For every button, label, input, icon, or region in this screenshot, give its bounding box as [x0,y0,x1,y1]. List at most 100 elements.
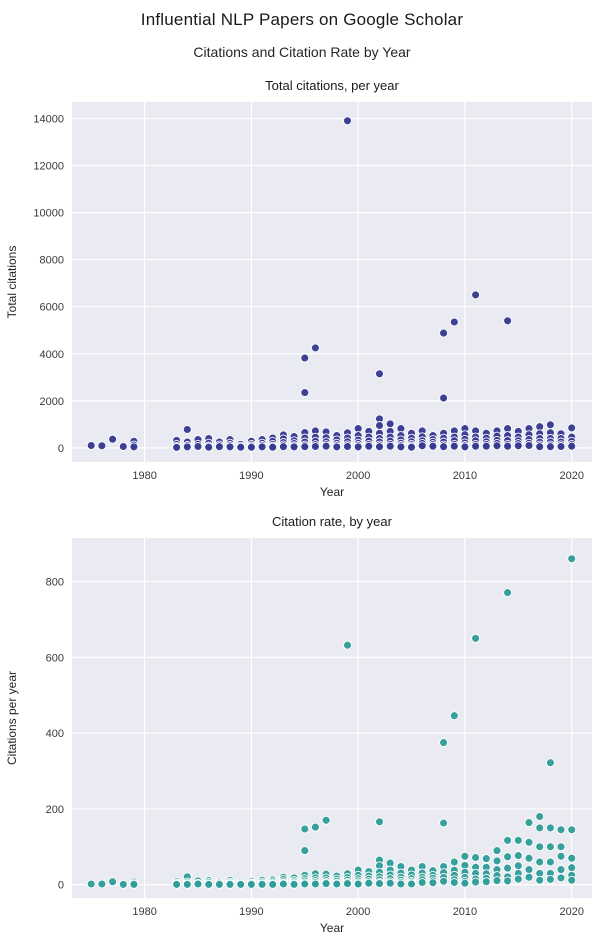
data-point [289,442,299,452]
data-point [417,878,427,887]
data-point [481,854,491,864]
data-point [471,290,481,300]
citation-rate-scatter-chart: 0 200 400 600 800 1980 1990 2000 2010 2020 Citatio… [5,514,592,935]
data-point [375,369,384,379]
data-point [396,442,406,452]
data-point [300,388,310,398]
x-tick-label: 1980 [132,470,156,482]
gridlines [72,102,592,462]
data-point [439,393,449,403]
data-point [481,441,491,451]
data-point [300,846,310,856]
chart-title: Total citations, per year [265,78,399,93]
data-point [567,423,577,433]
plot-area [72,102,592,462]
data-point [310,879,320,889]
data-point [332,879,342,889]
data-point [524,853,534,863]
data-point [492,846,502,856]
data-point [535,842,545,852]
data-point [535,875,545,885]
data-point [545,420,555,430]
data-point [97,879,107,889]
data-point [567,853,577,863]
data-point [225,879,235,889]
data-point [129,879,139,889]
data-point [364,441,374,451]
x-tick-label: 2010 [453,906,477,918]
data-point [289,879,299,889]
data-point [300,353,310,363]
data-point [321,815,331,825]
data-point [375,817,384,827]
data-point [214,879,224,889]
data-point [343,640,352,650]
x-tick-label: 2000 [346,906,370,918]
data-point [300,879,310,889]
data-point [535,823,545,833]
data-point [439,876,449,886]
data-point [460,878,470,888]
y-tick-label: 12000 [33,161,64,173]
data-point [503,316,513,326]
tick-labels: 0 200 400 600 800 1980 1990 2000 2010 2020 [46,577,584,918]
data-point [535,812,545,821]
x-axis-label: Year [320,921,344,935]
data-point [503,588,513,598]
data-point [193,442,203,451]
data-point [567,875,577,885]
data-point [375,421,384,430]
data-point [535,857,545,867]
chart-title: Citation rate, by year [272,514,393,529]
data-point [375,879,384,889]
data-point [503,835,513,845]
tick-labels: 0 2000 4000 6000 8000 10000 12000 14000 1980 1990… [33,113,584,482]
y-tick-label: 10000 [33,208,64,220]
data-point [428,441,438,451]
x-tick-label: 1990 [239,906,263,918]
data-point [503,863,513,873]
data-point [513,851,523,861]
data-point [214,442,224,452]
data-point [385,441,395,451]
data-point [182,879,192,889]
data-point [257,442,267,452]
data-point [268,442,278,452]
x-tick-label: 1990 [239,470,263,482]
gridlines [72,538,592,898]
data-point [492,856,502,866]
data-point [172,442,182,452]
data-point [204,879,214,889]
data-point [439,328,449,338]
data-point [556,825,566,835]
y-tick-label: 8000 [40,255,64,267]
data-point [310,442,320,451]
data-point [449,711,459,721]
data-point [321,441,331,451]
data-point [246,879,256,889]
data-point [567,554,577,564]
data-point [364,878,374,888]
plot-area [72,538,592,898]
y-tick-label: 2000 [40,396,64,408]
data-point [193,879,203,889]
data-point [471,633,481,643]
data-point [204,442,214,452]
data-point [129,442,139,452]
data-point [556,442,566,451]
data-point [172,879,182,889]
data-point [439,818,449,828]
data-point [353,879,363,889]
data-point [449,441,459,451]
data-point [556,851,566,861]
page-title: Influential NLP Papers on Google Scholar [140,10,464,29]
data-point [108,877,118,887]
data-point [321,879,331,889]
data-point [310,822,320,832]
figure-total-citations: 0 2000 4000 6000 8000 10000 12000 14000 1980 1990… [0,72,604,508]
y-tick-label: 200 [46,804,64,816]
data-point [503,852,513,862]
data-point [449,857,459,867]
data-point [332,442,342,452]
x-tick-label: 1980 [132,906,156,918]
